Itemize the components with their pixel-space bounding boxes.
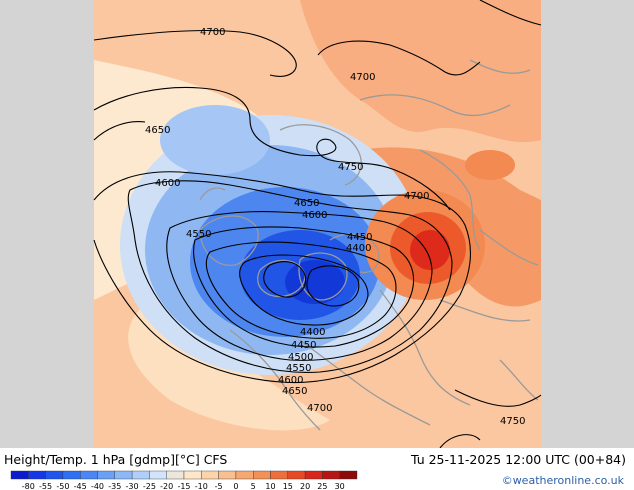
colorbar-tick-label: 5 — [251, 482, 256, 490]
contour-label: 4700 — [350, 72, 375, 83]
colorbar-tick-label: 30 — [335, 482, 345, 490]
contour-label: 4550 — [186, 229, 211, 240]
colorbar-tick-label: 25 — [317, 482, 327, 490]
credit-link[interactable]: ©weatheronline.co.uk — [501, 474, 624, 487]
colorbar-tick-label: -35 — [108, 482, 121, 490]
colorbar-swatch — [79, 470, 98, 480]
colorbar-swatch — [97, 470, 115, 480]
colorbar-tick-label: 10 — [265, 482, 275, 490]
colorbar-swatch — [183, 470, 202, 480]
color-scale-legend: -80 -55 -50 -45 -40 -35 -30 -25 -20 -15 -10 -5 0 5 10 1… — [10, 470, 358, 490]
contour-label: 4600 — [155, 178, 180, 189]
map-frame-right — [541, 0, 634, 448]
colorbar-swatch — [45, 470, 64, 480]
map-frame-left — [0, 0, 94, 448]
contour-label: 4700 — [404, 191, 429, 202]
colorbar-tick-label: -45 — [74, 482, 87, 490]
cold-pool-center — [285, 260, 345, 304]
valid-time: Tu 25-11-2025 12:00 UTC (00+84) — [410, 452, 626, 467]
colorbar-swatch — [201, 470, 219, 480]
colorbar-tick-label: 15 — [283, 482, 293, 490]
colorbar-tick-label: -15 — [177, 482, 190, 490]
colorbar-tick-label: 0 — [233, 482, 238, 490]
contour-label: 4750 — [338, 162, 363, 173]
colorbar-swatch — [218, 470, 237, 480]
contour-label: 4600 — [302, 210, 327, 221]
colorbar-swatch — [252, 470, 271, 480]
warm-zone-northeast — [300, 0, 541, 143]
colorbar-swatch — [339, 470, 358, 480]
map-title: Height/Temp. 1 hPa [gdmp][°C] CFS — [4, 452, 228, 467]
contour-label: 4700 — [307, 403, 332, 414]
colorbar-swatch — [114, 470, 133, 480]
coastlines — [199, 59, 539, 431]
colorbar-swatch — [131, 470, 150, 480]
contour-label: 4400 — [300, 327, 325, 338]
warm-core-inner — [410, 230, 450, 270]
contour-label: 4450 — [347, 232, 372, 243]
colorbar-tick-label: 20 — [300, 482, 310, 490]
colorbar-tick-label: -40 — [91, 482, 104, 490]
warm-spot-northeast — [465, 150, 515, 180]
colorbar-tick-label: -50 — [56, 482, 69, 490]
contour-label: 4650 — [145, 125, 170, 136]
colorbar-tick-label: -55 — [39, 482, 52, 490]
colorbar-tick-label: -25 — [143, 482, 156, 490]
colorbar-swatch — [287, 470, 306, 480]
colorbar-tick-label: -80 — [22, 482, 35, 490]
colorbar-swatch — [270, 470, 288, 480]
colorbar-swatch — [235, 470, 254, 480]
contour-label: 4550 — [286, 363, 311, 374]
contour-label: 4750 — [500, 416, 525, 427]
contour-labels: 4700 4700 4650 4750 4700 4600 4650 4600 … — [145, 27, 525, 427]
colorbar-tick-label: -20 — [160, 482, 173, 490]
colorbar-tick-label: -10 — [195, 482, 208, 490]
contour-label: 4700 — [200, 27, 225, 38]
contour-label: 4650 — [282, 386, 307, 397]
contour-label: 4450 — [291, 340, 316, 351]
contour-label: 4600 — [278, 375, 303, 386]
colorbar-swatch — [10, 470, 29, 480]
colorbar-swatch — [28, 470, 46, 480]
colorbar-swatch — [62, 470, 81, 480]
contour-label: 4400 — [346, 243, 371, 254]
colorbar-tick-label: -30 — [126, 482, 139, 490]
contour-label: 4650 — [294, 198, 319, 209]
weather-map: 4700 4700 4650 4750 4700 4600 4650 4600 … — [0, 0, 634, 448]
colorbar-swatch — [304, 470, 323, 480]
colorbar-swatch — [166, 470, 185, 480]
colorbar-tick-label: -5 — [215, 482, 223, 490]
colorbar-swatch — [322, 470, 340, 480]
height-contours — [93, 0, 542, 448]
contour-label: 4500 — [288, 352, 313, 363]
cold-tongue-north — [160, 105, 270, 175]
colorbar-swatch — [149, 470, 167, 480]
